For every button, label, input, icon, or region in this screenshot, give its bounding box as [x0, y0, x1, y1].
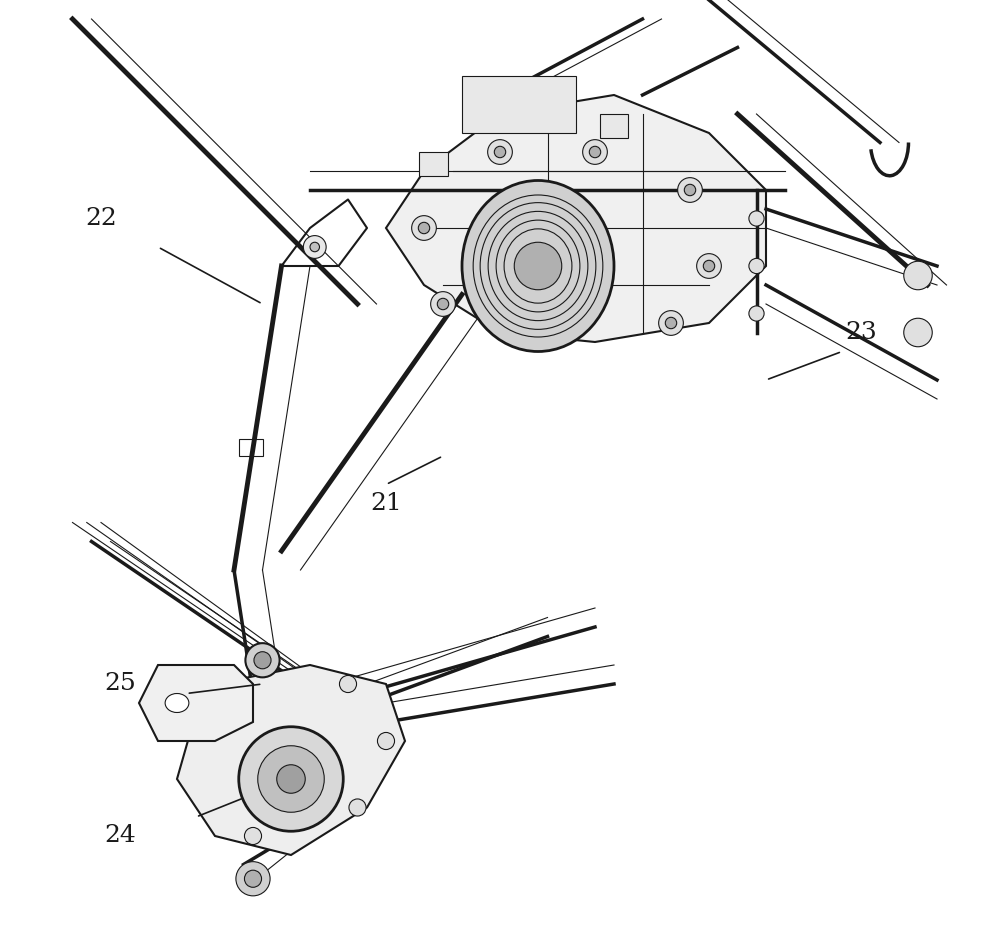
- Polygon shape: [177, 665, 405, 855]
- Bar: [239, 439, 262, 456]
- Circle shape: [904, 261, 932, 290]
- Circle shape: [697, 254, 721, 278]
- Circle shape: [236, 862, 270, 896]
- Circle shape: [339, 675, 357, 693]
- Circle shape: [244, 870, 262, 887]
- Text: 24: 24: [104, 825, 136, 847]
- Bar: [600, 114, 628, 138]
- Circle shape: [377, 732, 395, 750]
- Circle shape: [254, 652, 271, 669]
- Circle shape: [665, 317, 677, 329]
- Text: 23: 23: [845, 321, 877, 344]
- Circle shape: [749, 258, 764, 274]
- Circle shape: [659, 311, 683, 335]
- Bar: [419, 152, 448, 176]
- Circle shape: [514, 242, 562, 290]
- Circle shape: [310, 242, 320, 252]
- Polygon shape: [139, 665, 253, 741]
- Text: 22: 22: [85, 207, 117, 230]
- Circle shape: [418, 222, 430, 234]
- Circle shape: [749, 211, 764, 226]
- Circle shape: [703, 260, 715, 272]
- Ellipse shape: [165, 694, 189, 712]
- Circle shape: [494, 146, 506, 158]
- Circle shape: [684, 184, 696, 196]
- Circle shape: [239, 727, 343, 831]
- Text: 21: 21: [370, 492, 402, 515]
- Circle shape: [437, 298, 449, 310]
- Circle shape: [431, 292, 455, 316]
- Circle shape: [904, 318, 932, 347]
- Circle shape: [258, 746, 324, 812]
- Circle shape: [245, 643, 280, 677]
- Text: 25: 25: [104, 673, 136, 695]
- Circle shape: [678, 178, 702, 202]
- Circle shape: [412, 216, 436, 240]
- Circle shape: [589, 146, 601, 158]
- Circle shape: [244, 827, 262, 845]
- Polygon shape: [386, 95, 766, 342]
- Circle shape: [303, 236, 326, 258]
- Ellipse shape: [462, 180, 614, 352]
- Circle shape: [583, 140, 607, 164]
- Circle shape: [749, 306, 764, 321]
- Circle shape: [349, 799, 366, 816]
- Bar: [462, 76, 576, 133]
- Circle shape: [488, 140, 512, 164]
- Circle shape: [277, 765, 305, 793]
